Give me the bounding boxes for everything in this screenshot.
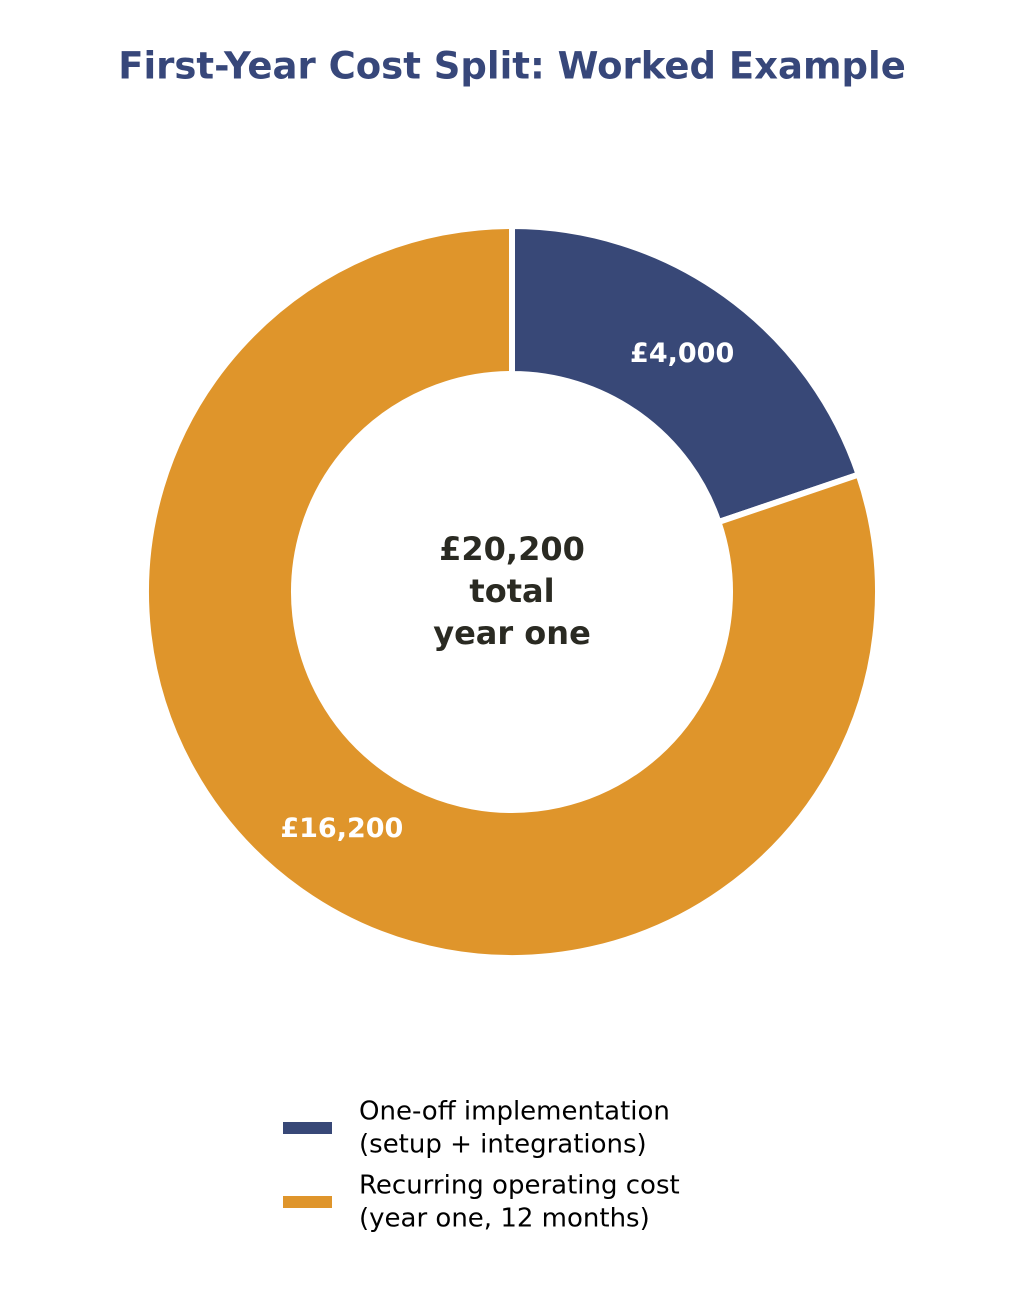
legend-label: One-off implementation (setup + integrati…	[359, 1096, 670, 1159]
legend-swatch	[283, 1122, 332, 1134]
donut-segment	[143, 222, 881, 961]
center-label: £20,200 total year one	[433, 530, 591, 652]
legend-swatch	[283, 1196, 332, 1208]
donut-segment	[509, 222, 863, 526]
chart-title: First-Year Cost Split: Worked Example	[118, 45, 906, 88]
value-label: £16,200	[280, 813, 403, 844]
value-label: £4,000	[630, 338, 734, 369]
legend-label: Recurring operating cost (year one, 12 mo…	[359, 1170, 680, 1233]
